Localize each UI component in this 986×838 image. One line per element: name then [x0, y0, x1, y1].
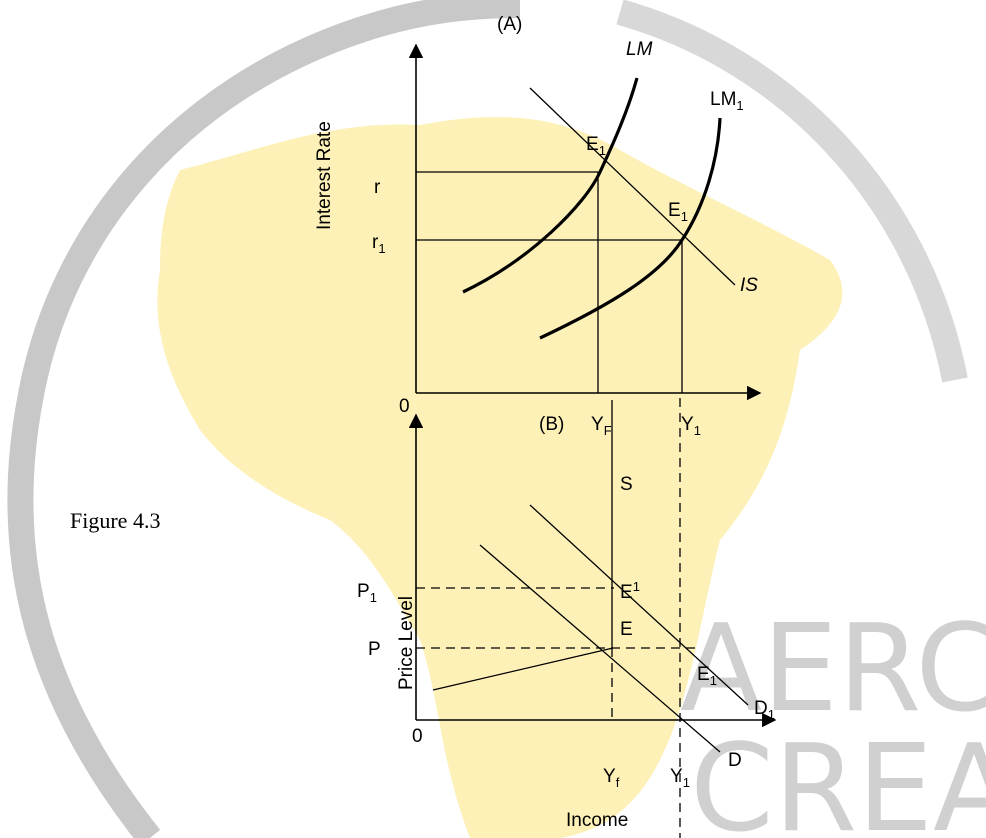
label-main: Y [591, 414, 604, 435]
panel-a: (A) Interest Rate 0 LM LM1 IS E1 E1 r r1… [314, 14, 762, 438]
lm1-curve [539, 117, 722, 340]
label-main: P [357, 581, 370, 602]
panel-label: (B) [539, 414, 564, 435]
is-curve [529, 87, 736, 286]
label-main: E [586, 134, 599, 155]
label-sub: F [604, 423, 612, 438]
point-label: E1 [586, 134, 606, 158]
point-label: E1 [697, 664, 717, 688]
watermark: AERC CREA [7, 0, 986, 838]
level-label: r [374, 177, 381, 198]
label-main: Y [681, 414, 694, 435]
level-label: P1 [357, 581, 377, 605]
point-label: E1 [620, 579, 640, 603]
x-axis-label: Income [566, 810, 628, 831]
demand-line [529, 504, 749, 706]
figure-label: Figure 4.3 [70, 508, 160, 533]
curve-label: LM [626, 39, 653, 60]
income-label: Y1 [681, 414, 701, 438]
label-main: E [668, 200, 681, 221]
watermark-text: CREA [690, 720, 986, 838]
curve-label: S [620, 474, 633, 495]
watermark-text: AERC [680, 600, 986, 739]
label-main: E [697, 664, 710, 685]
lm-curve [462, 77, 639, 294]
curve-label: D1 [754, 698, 775, 722]
label-main: Y [670, 766, 683, 787]
income-label: Y1 [670, 766, 690, 790]
supply-line [432, 647, 614, 691]
label-sup: 1 [633, 579, 640, 594]
label-sub: 1 [599, 143, 606, 158]
y-axis-label: Price Level [396, 596, 417, 690]
curve-label: IS [740, 275, 758, 296]
label-main: r [372, 232, 379, 253]
continent-shape [157, 117, 843, 838]
demand-line [479, 544, 721, 753]
point-label: E1 [668, 200, 688, 224]
label-sub: 1 [694, 423, 701, 438]
panel-label: (A) [497, 14, 522, 35]
label-main: E [620, 582, 633, 603]
level-label: P [368, 639, 381, 660]
label-sub: f [616, 775, 620, 790]
label-main: LM [710, 89, 736, 110]
level-label: r1 [372, 232, 386, 256]
income-label: Yf [603, 766, 620, 790]
label-sub: 1 [370, 590, 377, 605]
curve-label: LM1 [710, 89, 744, 113]
ring-left [7, 0, 521, 838]
label-main: Y [603, 766, 616, 787]
point-label: E [620, 619, 633, 640]
income-label: YF [591, 414, 612, 438]
origin: 0 [399, 396, 410, 417]
label-main: D [754, 698, 768, 719]
label-sub: 1 [681, 209, 688, 224]
origin: 0 [412, 726, 423, 747]
label-sub: 1 [710, 673, 717, 688]
label-sub: 1 [736, 98, 743, 113]
panel-b: (B) Price Level 0 S P1 P E1 E E1 D1 D Yf… [357, 398, 777, 838]
curve-label: D [728, 750, 742, 771]
label-sub: 1 [683, 775, 690, 790]
y-axis-label: Interest Rate [314, 121, 335, 230]
label-sub: 1 [378, 241, 385, 256]
ring-right [616, 0, 968, 383]
label-sub: 1 [768, 707, 775, 722]
